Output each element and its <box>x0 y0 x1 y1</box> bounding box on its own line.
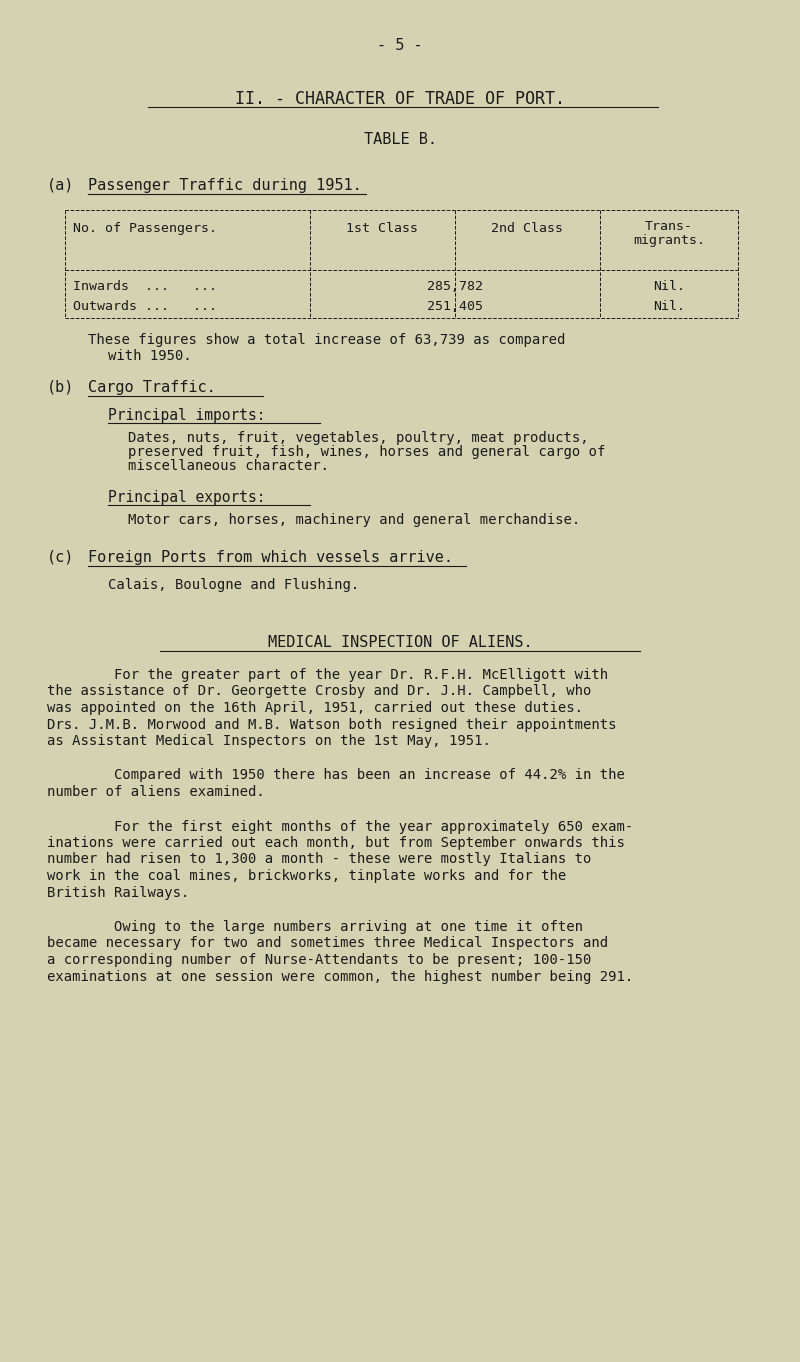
Text: Calais, Boulogne and Flushing.: Calais, Boulogne and Flushing. <box>108 577 359 592</box>
Text: MEDICAL INSPECTION OF ALIENS.: MEDICAL INSPECTION OF ALIENS. <box>268 635 532 650</box>
Text: (a): (a) <box>47 178 74 193</box>
Text: with 1950.: with 1950. <box>108 349 192 364</box>
Text: Motor cars, horses, machinery and general merchandise.: Motor cars, horses, machinery and genera… <box>128 513 580 527</box>
Text: miscellaneous character.: miscellaneous character. <box>128 459 329 473</box>
Text: For the greater part of the year Dr. R.F.H. McElligott with: For the greater part of the year Dr. R.F… <box>47 667 608 682</box>
Text: was appointed on the 16th April, 1951, carried out these duties.: was appointed on the 16th April, 1951, c… <box>47 701 583 715</box>
Text: Nil.: Nil. <box>653 300 685 313</box>
Text: Outwards ...   ...: Outwards ... ... <box>73 300 217 313</box>
Text: Trans-: Trans- <box>645 221 693 233</box>
Text: Compared with 1950 there has been an increase of 44.2% in the: Compared with 1950 there has been an inc… <box>47 768 625 783</box>
Text: 1st Class: 1st Class <box>346 222 418 236</box>
Text: - 5 -: - 5 - <box>377 38 423 53</box>
Text: Principal exports:: Principal exports: <box>108 490 266 505</box>
Text: No. of Passengers.: No. of Passengers. <box>73 222 217 236</box>
Text: preserved fruit, fish, wines, horses and general cargo of: preserved fruit, fish, wines, horses and… <box>128 445 606 459</box>
Text: (c): (c) <box>47 550 74 565</box>
Text: Drs. J.M.B. Morwood and M.B. Watson both resigned their appointments: Drs. J.M.B. Morwood and M.B. Watson both… <box>47 718 617 731</box>
Text: examinations at one session were common, the highest number being 291.: examinations at one session were common,… <box>47 970 634 983</box>
Text: TABLE B.: TABLE B. <box>363 132 437 147</box>
Text: migrants.: migrants. <box>633 234 705 247</box>
Text: (b): (b) <box>47 380 74 395</box>
Text: Principal imports:: Principal imports: <box>108 409 266 424</box>
Text: British Railways.: British Railways. <box>47 885 190 899</box>
Text: For the first eight months of the year approximately 650 exam-: For the first eight months of the year a… <box>47 820 634 834</box>
Text: Inwards  ...   ...: Inwards ... ... <box>73 281 217 293</box>
Text: work in the coal mines, brickworks, tinplate works and for the: work in the coal mines, brickworks, tinp… <box>47 869 566 883</box>
Text: Cargo Traffic.: Cargo Traffic. <box>88 380 216 395</box>
Text: 2nd Class: 2nd Class <box>491 222 563 236</box>
Text: number of aliens examined.: number of aliens examined. <box>47 785 265 799</box>
Text: became necessary for two and sometimes three Medical Inspectors and: became necessary for two and sometimes t… <box>47 937 608 951</box>
Text: as Assistant Medical Inspectors on the 1st May, 1951.: as Assistant Medical Inspectors on the 1… <box>47 734 491 748</box>
Text: 285,782: 285,782 <box>427 281 483 293</box>
Text: II. - CHARACTER OF TRADE OF PORT.: II. - CHARACTER OF TRADE OF PORT. <box>235 90 565 108</box>
Text: These figures show a total increase of 63,739 as compared: These figures show a total increase of 6… <box>88 332 566 347</box>
Text: Dates, nuts, fruit, vegetables, poultry, meat products,: Dates, nuts, fruit, vegetables, poultry,… <box>128 430 589 445</box>
Text: the assistance of Dr. Georgette Crosby and Dr. J.H. Campbell, who: the assistance of Dr. Georgette Crosby a… <box>47 685 591 699</box>
Text: Passenger Traffic during 1951.: Passenger Traffic during 1951. <box>88 178 362 193</box>
Text: number had risen to 1,300 a month - these were mostly Italians to: number had risen to 1,300 a month - thes… <box>47 853 591 866</box>
Text: Foreign Ports from which vessels arrive.: Foreign Ports from which vessels arrive. <box>88 550 453 565</box>
Text: Owing to the large numbers arriving at one time it often: Owing to the large numbers arriving at o… <box>47 919 583 934</box>
Text: inations were carried out each month, but from September onwards this: inations were carried out each month, bu… <box>47 836 625 850</box>
Text: 251,405: 251,405 <box>427 300 483 313</box>
Text: Nil.: Nil. <box>653 281 685 293</box>
Text: a corresponding number of Nurse-Attendants to be present; 100-150: a corresponding number of Nurse-Attendan… <box>47 953 591 967</box>
